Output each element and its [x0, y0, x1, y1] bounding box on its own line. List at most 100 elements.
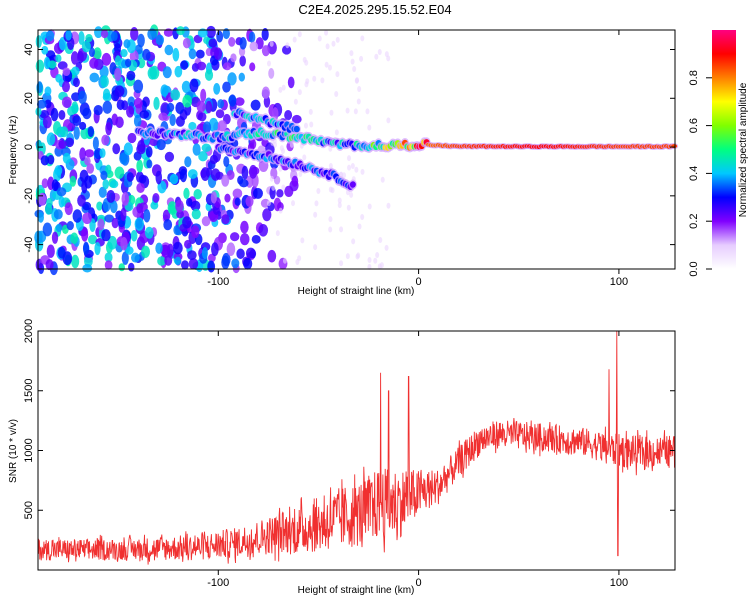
spectrogram-noise-cell	[51, 231, 59, 244]
spectrogram-noise-cell	[124, 58, 132, 68]
spectrogram-faint-cell	[386, 117, 391, 124]
colorbar-gradient	[712, 30, 736, 269]
spectrogram-faint-cell	[352, 66, 357, 73]
spectrogram-faint-cell	[266, 200, 271, 207]
spectrogram-noise-cell	[182, 216, 192, 229]
spectrogram-noise-cell	[261, 45, 270, 57]
snr-y-tick-label: 2000	[23, 319, 35, 343]
snr-x-tick-label: -100	[207, 577, 229, 589]
spectrogram-faint-cell	[355, 77, 360, 84]
spectrogram-noise-cell	[88, 47, 95, 58]
spectrogram-noise-cell	[146, 159, 153, 169]
snr-y-tick-label: 500	[23, 501, 35, 519]
spectrogram-faint-cell	[328, 226, 333, 233]
spectrogram-noise-cell	[239, 55, 246, 67]
spectrogram-y-axis-label: Frequency (Hz)	[8, 116, 19, 185]
spectrogram-noise-cell	[243, 257, 253, 270]
spectrogram-noise-cell	[54, 165, 63, 176]
spectrogram-noise-cell	[94, 241, 101, 256]
spectrogram-noise-cell	[245, 247, 256, 259]
spectrogram-noise-cell	[188, 121, 197, 131]
spectrogram-noise-cell	[84, 175, 93, 189]
spectrogram-faint-cell	[328, 216, 333, 223]
spectrogram-noise-cell	[135, 218, 143, 229]
spectrogram-noise-cell	[62, 152, 71, 164]
spectrogram-faint-cell	[316, 188, 321, 195]
spectrogram-noise-cell	[174, 256, 182, 266]
spectrogram-noise-cell	[201, 247, 208, 259]
spectrogram-noise-cell	[183, 187, 190, 200]
spectrogram-faint-cell	[297, 31, 302, 38]
spectrogram-noise-cell	[72, 77, 80, 88]
spectrogram-noise-cell	[197, 28, 208, 38]
spectrogram-noise-cell	[136, 159, 144, 173]
spectrogram-faint-cell	[308, 108, 313, 115]
spectrogram-noise-cell	[57, 61, 68, 70]
spectrogram-noise-cell	[163, 219, 173, 231]
spectrogram-faint-cell	[304, 59, 309, 66]
spectrogram-noise-cell	[238, 72, 246, 82]
spectrogram-faint-cell	[386, 202, 391, 209]
spectrogram-faint-cell	[377, 263, 382, 270]
spectrogram-noise-cell	[127, 132, 137, 144]
spectrogram-noise-cell	[88, 234, 98, 245]
spectrogram-noise-cell	[70, 51, 79, 65]
spectrogram-noise-cell	[81, 227, 89, 242]
spectrogram-noise-cell	[102, 179, 109, 190]
snr-plot-area	[38, 331, 675, 570]
spectrogram-noise-cell	[36, 99, 47, 109]
colorbar-tick-label: 0.8	[688, 70, 700, 85]
spectrogram-noise-cell	[79, 147, 86, 162]
spectrogram-noise-cell	[44, 204, 53, 215]
spectrogram-noise-cell	[115, 116, 124, 129]
spectrogram-noise-cell	[173, 224, 181, 236]
spectrogram-noise-cell	[133, 114, 142, 128]
spectrogram-noise-cell	[119, 152, 128, 165]
spectrogram-noise-cell	[82, 212, 92, 225]
spectrogram-noise-cell	[41, 45, 49, 55]
spectrogram-faint-cell	[375, 251, 380, 258]
spectrogram-y-ticks: -40 -20 0 20 40	[23, 43, 675, 253]
spectrogram-faint-cell	[339, 260, 344, 267]
spectrogram-noise-cell	[71, 104, 79, 114]
spectrogram-noise-cell	[128, 262, 135, 272]
spectrogram-noise-cell	[105, 121, 112, 136]
spectrogram-noise-cell	[105, 164, 112, 175]
spectrogram-track-cell	[293, 125, 300, 133]
spectrogram-noise-cell	[121, 192, 130, 206]
spectrogram-noise-cell	[78, 90, 87, 105]
spectrogram-noise-cell	[284, 185, 294, 198]
spectrogram-noise-cell	[53, 120, 62, 135]
spectrogram-noise-cell	[200, 88, 207, 103]
spectrogram-noise-cell	[261, 86, 270, 99]
spectrogram-faint-cell	[329, 109, 334, 116]
spectrogram-noise-cell	[118, 263, 125, 272]
spectrogram-faint-cell	[275, 230, 280, 237]
snr-line	[37, 330, 676, 565]
spectrogram-faint-cell	[334, 129, 339, 136]
spectrogram-noise-cell	[147, 66, 158, 80]
spectrogram-noise-cell	[92, 136, 99, 151]
snr-series	[37, 330, 676, 565]
spectrogram-faint-cell	[345, 253, 350, 260]
spectrogram-noise-cell	[133, 97, 143, 109]
spectrogram-noise-cell	[193, 189, 202, 200]
spectrogram-noise-cell	[175, 116, 185, 127]
spectrogram-noise-cell	[249, 164, 258, 179]
snr-y-tick-label: 1500	[23, 379, 35, 403]
spectrogram-noise-cell	[96, 201, 103, 211]
spectrogram-faint-cell	[342, 172, 347, 179]
spectrogram-faint-cell	[377, 49, 382, 56]
spectrogram-track-cell	[349, 181, 356, 188]
spectrogram-noise-cell	[35, 107, 42, 116]
snr-y-axis-label: SNR (10 * v/v)	[8, 419, 19, 483]
spectrogram-noise-cell	[114, 85, 125, 97]
spectrogram-noise-cell	[221, 174, 230, 187]
spectrogram-faint-cell	[380, 176, 385, 183]
spectrogram-faint-cell	[349, 50, 354, 57]
spectrogram-noise-cell	[208, 117, 219, 132]
spectrogram-noise-cell	[228, 37, 236, 47]
spectrogram-noise-cell	[155, 242, 163, 254]
spectrogram-noise-cell	[81, 40, 91, 53]
spectrogram-noise-cell	[120, 237, 128, 251]
